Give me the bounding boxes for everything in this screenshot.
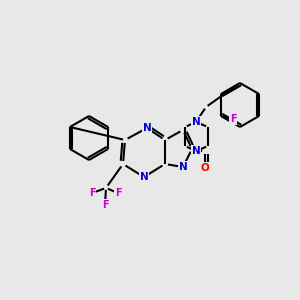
Text: N: N xyxy=(142,123,152,133)
Text: F: F xyxy=(115,188,121,198)
Text: O: O xyxy=(201,163,209,173)
Text: F: F xyxy=(89,188,95,198)
Text: N: N xyxy=(140,172,148,182)
Text: F: F xyxy=(230,114,236,124)
Text: F: F xyxy=(102,200,108,210)
Text: N: N xyxy=(178,162,188,172)
Text: N: N xyxy=(192,117,200,127)
Text: N: N xyxy=(192,146,200,156)
